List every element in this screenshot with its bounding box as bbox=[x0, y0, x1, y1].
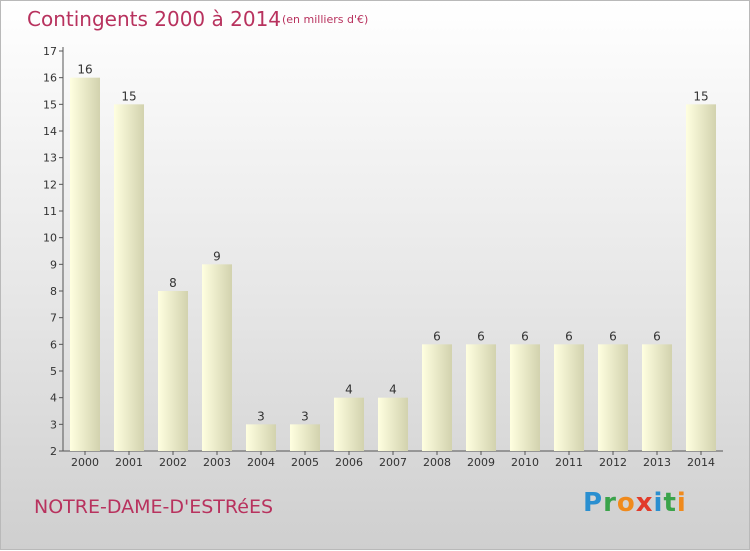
bar-value-label: 3 bbox=[257, 409, 265, 423]
y-tick-label: 15 bbox=[43, 98, 57, 111]
x-tick-label: 2008 bbox=[423, 456, 451, 469]
y-tick-label: 6 bbox=[50, 338, 57, 351]
bar-value-label: 15 bbox=[121, 89, 136, 103]
y-tick-label: 17 bbox=[43, 45, 57, 58]
bar bbox=[290, 424, 320, 451]
bar bbox=[246, 424, 276, 451]
bar bbox=[158, 291, 188, 451]
x-tick-label: 2006 bbox=[335, 456, 363, 469]
bar bbox=[422, 344, 452, 451]
x-tick-label: 2003 bbox=[203, 456, 231, 469]
bar bbox=[334, 397, 364, 451]
logo-letter: x bbox=[635, 488, 654, 518]
commune-name: NOTRE-DAME-D'ESTRéES bbox=[34, 496, 274, 518]
bar-value-label: 6 bbox=[477, 329, 485, 343]
x-tick-label: 2007 bbox=[379, 456, 407, 469]
y-tick-label: 4 bbox=[50, 392, 57, 405]
bar-value-label: 6 bbox=[565, 329, 573, 343]
bar bbox=[554, 344, 584, 451]
chart-title: Contingents 2000 à 2014 bbox=[27, 7, 282, 31]
bar bbox=[686, 104, 716, 451]
y-tick-label: 12 bbox=[43, 178, 57, 191]
chart-subtitle: (en milliers d'€) bbox=[282, 13, 369, 26]
bar-value-label: 9 bbox=[213, 249, 221, 263]
logo-letter: P bbox=[583, 488, 604, 518]
bar-value-label: 6 bbox=[521, 329, 529, 343]
bar bbox=[598, 344, 628, 451]
x-tick-label: 2004 bbox=[247, 456, 275, 469]
logo-letter: t bbox=[663, 488, 677, 518]
y-tick-label: 14 bbox=[43, 125, 57, 138]
logo-letter: i bbox=[653, 488, 664, 518]
y-tick-label: 9 bbox=[50, 258, 57, 271]
bar-value-label: 15 bbox=[693, 89, 708, 103]
y-tick-label: 2 bbox=[50, 445, 57, 458]
x-tick-label: 2002 bbox=[159, 456, 187, 469]
bar bbox=[378, 397, 408, 451]
bar bbox=[466, 344, 496, 451]
x-tick-label: 2001 bbox=[115, 456, 143, 469]
x-tick-label: 2012 bbox=[599, 456, 627, 469]
y-tick-label: 10 bbox=[43, 232, 57, 245]
bar-value-label: 16 bbox=[77, 63, 92, 77]
x-tick-label: 2011 bbox=[555, 456, 583, 469]
bar-value-label: 8 bbox=[169, 276, 177, 290]
bar-value-label: 4 bbox=[389, 383, 397, 397]
x-tick-label: 2010 bbox=[511, 456, 539, 469]
bar-value-label: 6 bbox=[433, 329, 441, 343]
proxiti-logo: Proxiti bbox=[583, 488, 687, 518]
bar bbox=[114, 104, 144, 451]
bar-value-label: 3 bbox=[301, 409, 309, 423]
bar-value-label: 6 bbox=[609, 329, 617, 343]
bar bbox=[510, 344, 540, 451]
y-tick-label: 13 bbox=[43, 152, 57, 165]
y-tick-label: 8 bbox=[50, 285, 57, 298]
logo-letter: i bbox=[676, 488, 687, 518]
x-tick-label: 2014 bbox=[687, 456, 715, 469]
x-tick-label: 2005 bbox=[291, 456, 319, 469]
y-tick-label: 7 bbox=[50, 312, 57, 325]
y-tick-label: 11 bbox=[43, 205, 57, 218]
x-tick-label: 2009 bbox=[467, 456, 495, 469]
bar-value-label: 6 bbox=[653, 329, 661, 343]
y-tick-label: 16 bbox=[43, 72, 57, 85]
bar bbox=[642, 344, 672, 451]
x-tick-label: 2000 bbox=[71, 456, 99, 469]
bar bbox=[70, 77, 100, 452]
logo-letter: o bbox=[616, 488, 636, 518]
bar bbox=[202, 264, 232, 451]
y-tick-label: 5 bbox=[50, 365, 57, 378]
x-tick-label: 2013 bbox=[643, 456, 671, 469]
logo-letter: r bbox=[603, 488, 617, 518]
y-tick-label: 3 bbox=[50, 418, 57, 431]
bar-value-label: 4 bbox=[345, 383, 353, 397]
